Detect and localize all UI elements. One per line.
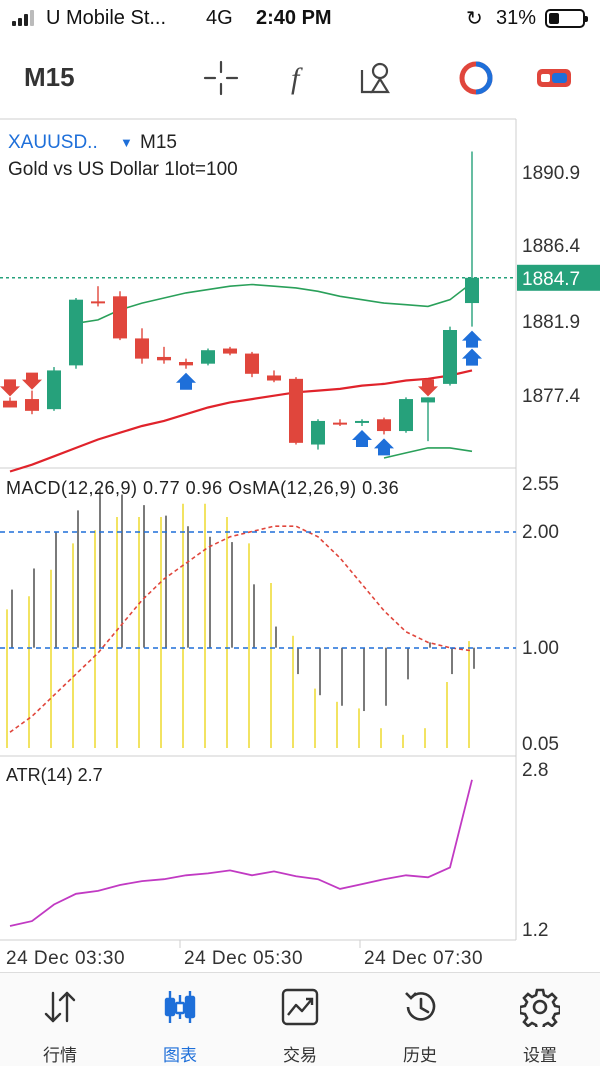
candle-body xyxy=(289,378,303,443)
tab-label: 行情 xyxy=(43,1046,77,1065)
quotes-icon xyxy=(44,991,76,1023)
candle-body xyxy=(25,399,39,411)
candle-body xyxy=(421,397,435,403)
tab-trade[interactable]: 交易 xyxy=(240,973,360,1066)
candle-body xyxy=(135,338,149,359)
macd-axis-label: 2.55 xyxy=(522,474,559,495)
buy-arrow-icon xyxy=(352,430,372,447)
settings-icon xyxy=(520,988,560,1027)
candle-body xyxy=(355,420,369,423)
symbol-label[interactable]: XAUUSD.. xyxy=(8,132,98,153)
indicators-icon[interactable]: f xyxy=(277,56,321,100)
symbol-description: Gold vs US Dollar 1lot=100 xyxy=(8,159,238,180)
sell-arrow-icon xyxy=(0,379,20,397)
price-axis-label: 1886.4 xyxy=(522,236,581,257)
moving-average-line xyxy=(9,369,473,473)
crosshair-icon[interactable] xyxy=(199,56,243,100)
macd-indicator-label[interactable]: MACD(12,26,9) 0.77 0.96 OsMA(12,26,9) 0.… xyxy=(6,478,399,498)
time-axis-label: 24 Dec 07:30 xyxy=(364,948,483,969)
bollinger-upper-band xyxy=(75,282,473,325)
current-price-label: 1884.7 xyxy=(522,269,580,290)
tab-quotes[interactable]: 行情 xyxy=(0,973,120,1066)
history-icon xyxy=(405,992,436,1021)
candle-body xyxy=(91,301,105,304)
carrier-name: U Mobile St... xyxy=(46,7,167,29)
battery-percent: 31% xyxy=(496,7,537,29)
time-axis-label: 24 Dec 05:30 xyxy=(184,948,303,969)
atr-axis-label: 2.8 xyxy=(522,760,548,781)
svg-text:f: f xyxy=(291,62,303,95)
chart-icon xyxy=(164,991,196,1023)
tab-settings[interactable]: 设置 xyxy=(480,973,600,1066)
trade-icon xyxy=(281,988,319,1026)
objects-icon[interactable] xyxy=(356,56,400,100)
atr-indicator-label[interactable]: ATR(14) 2.7 xyxy=(6,765,103,785)
buy-arrow-icon xyxy=(462,348,482,366)
timeframe-button[interactable]: M15 xyxy=(24,62,75,92)
tab-label: 图表 xyxy=(163,1046,197,1065)
candle-body xyxy=(201,350,215,364)
trade-panel-icon[interactable] xyxy=(532,56,576,100)
bottom-tab-bar: 行情 图表 交易 历史 设置 xyxy=(0,972,600,1066)
candle-body xyxy=(465,277,479,304)
macd-axis-label: 0.05 xyxy=(522,734,559,755)
candle-body xyxy=(399,399,413,432)
atr-axis-label: 1.2 xyxy=(522,920,548,941)
time-axis-label: 24 Dec 03:30 xyxy=(6,948,125,969)
candle-body xyxy=(333,422,347,425)
candle-body xyxy=(113,296,127,339)
price-axis-label: 1890.9 xyxy=(522,163,580,184)
buy-arrow-icon xyxy=(374,438,394,456)
candle-body xyxy=(157,356,171,361)
chart-timeframe-label: M15 xyxy=(140,132,177,153)
candle-body xyxy=(223,348,237,354)
macd-axis-label: 2.00 xyxy=(522,522,559,543)
buy-arrow-icon xyxy=(176,372,196,390)
candle-body xyxy=(443,330,457,384)
candle-body xyxy=(69,299,83,366)
one-click-trading-icon[interactable] xyxy=(454,56,498,100)
tab-label: 交易 xyxy=(283,1046,317,1065)
price-axis-label: 1881.9 xyxy=(522,312,580,333)
candle-body xyxy=(179,362,193,366)
candle-body xyxy=(3,400,17,408)
battery-icon xyxy=(545,9,588,28)
symbol-dropdown-icon[interactable]: ▼ xyxy=(120,135,133,150)
status-bar: U Mobile St... 4G 2:40 PM ↻ 31% xyxy=(0,0,600,40)
macd-axis-label: 1.00 xyxy=(522,638,559,659)
chart-toolbar: M15 f xyxy=(0,48,600,110)
tab-label: 设置 xyxy=(523,1046,557,1065)
network-type: 4G xyxy=(206,7,233,29)
tab-chart[interactable]: 图表 xyxy=(120,973,240,1066)
atr-line xyxy=(9,779,473,927)
candle-body xyxy=(245,353,259,374)
current-price-box xyxy=(517,264,600,291)
chart-area[interactable]: XAUUSD.. ▼ M15 Gold vs US Dollar 1lot=10… xyxy=(0,118,600,970)
sell-arrow-icon xyxy=(22,372,42,390)
tab-label: 历史 xyxy=(403,1046,437,1065)
candle-body xyxy=(47,370,61,410)
candle-body xyxy=(377,419,391,432)
bollinger-lower-band xyxy=(383,447,473,459)
clock: 2:40 PM xyxy=(256,7,332,29)
price-axis-label: 1877.4 xyxy=(522,386,581,407)
candle-body xyxy=(267,375,281,381)
candle-body xyxy=(311,420,325,445)
tab-history[interactable]: 历史 xyxy=(360,973,480,1066)
orientation-lock-icon: ↻ xyxy=(466,8,483,30)
buy-arrow-icon xyxy=(462,330,482,348)
price-chart[interactable]: XAUUSD.. ▼ M15 Gold vs US Dollar 1lot=10… xyxy=(0,118,600,970)
sell-arrow-icon xyxy=(418,379,438,397)
